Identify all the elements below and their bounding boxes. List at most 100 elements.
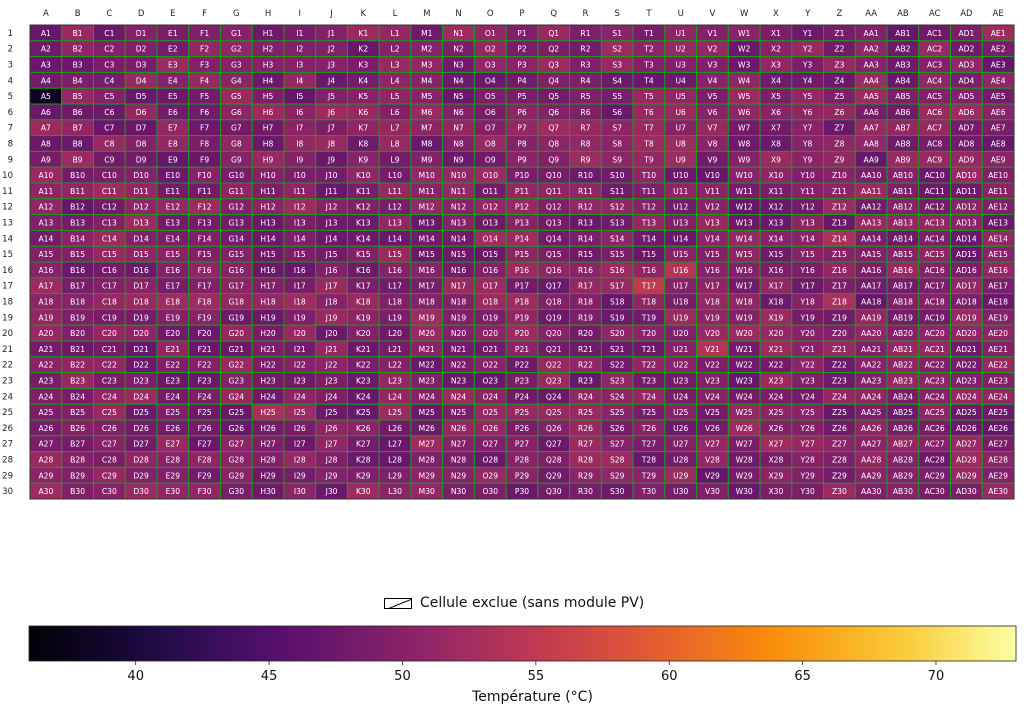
cell-label: AC14: [925, 234, 945, 243]
cell-label: K22: [356, 361, 371, 370]
cell-label: D28: [133, 456, 149, 465]
cell-label: AE24: [988, 392, 1008, 401]
cell-label: M23: [419, 377, 435, 386]
cell-label: J17: [325, 282, 338, 291]
cell-label: N8: [453, 140, 464, 149]
cell-label: I13: [294, 219, 306, 228]
cell-label: W17: [736, 282, 753, 291]
cell-label: E6: [168, 108, 178, 117]
cell-label: M15: [419, 250, 435, 259]
cell-label: E28: [166, 456, 181, 465]
cell-label: H1: [263, 29, 274, 38]
cell-label: W5: [738, 92, 751, 101]
cell-label: V10: [705, 171, 720, 180]
cell-label: D22: [133, 361, 149, 370]
cell-label: AD9: [958, 155, 974, 164]
cell-label: AD22: [956, 361, 977, 370]
cell-label: A17: [38, 282, 53, 291]
cell-label: L12: [388, 203, 402, 212]
cell-label: AB18: [893, 298, 913, 307]
cell-label: F17: [198, 282, 212, 291]
cell-label: T16: [641, 266, 656, 275]
cell-label: X22: [768, 361, 783, 370]
cell-label: F16: [198, 266, 212, 275]
cell-label: T6: [643, 108, 654, 117]
cell-label: V17: [705, 282, 720, 291]
cell-label: AB8: [895, 140, 910, 149]
row-label: 26: [2, 424, 13, 434]
cell-label: AE16: [988, 266, 1008, 275]
cell-label: K19: [356, 313, 371, 322]
cell-label: P21: [515, 345, 529, 354]
cell-label: AB6: [895, 108, 910, 117]
cell-label: L24: [388, 392, 402, 401]
cell-label: Y30: [800, 487, 815, 496]
cell-label: Y28: [800, 456, 815, 465]
cell-label: V22: [705, 361, 720, 370]
cell-label: I25: [294, 408, 306, 417]
cell-label: E27: [166, 440, 181, 449]
cell-label: AE26: [988, 424, 1008, 433]
cell-label: D11: [133, 187, 149, 196]
cell-label: S28: [610, 456, 625, 465]
cell-label: I1: [296, 29, 303, 38]
cell-label: T25: [641, 408, 656, 417]
cell-label: AD17: [956, 282, 977, 291]
cell-label: I6: [296, 108, 303, 117]
cell-label: P24: [515, 392, 529, 401]
cell-label: O5: [485, 92, 496, 101]
cell-label: C23: [102, 377, 117, 386]
column-label: X: [773, 9, 779, 19]
cell-label: F30: [198, 487, 212, 496]
cell-label: Q14: [546, 234, 562, 243]
cell-label: K20: [356, 329, 371, 338]
cell-label: B5: [73, 92, 83, 101]
cell-label: O4: [485, 76, 496, 85]
cell-label: U24: [673, 392, 688, 401]
column-label: S: [615, 9, 620, 19]
cell-label: I19: [294, 313, 306, 322]
cell-label: E17: [166, 282, 181, 291]
cell-label: N29: [451, 471, 467, 480]
cell-label: T20: [641, 329, 656, 338]
column-label: J: [329, 9, 333, 19]
cell-label: T1: [643, 29, 654, 38]
cell-label: C24: [102, 392, 117, 401]
cell-label: AA1: [863, 29, 879, 38]
cell-label: J5: [327, 92, 335, 101]
cell-label: P23: [515, 377, 529, 386]
colorbar: 40 45 50 55 60 65 70 Température (°C): [28, 625, 1017, 705]
cell-label: O3: [485, 61, 496, 70]
cell-label: Y18: [800, 298, 815, 307]
cell-label: B22: [70, 361, 85, 370]
column-label: T: [645, 9, 652, 19]
cell-label: X6: [771, 108, 781, 117]
cell-label: K1: [358, 29, 368, 38]
cell-label: Q27: [546, 440, 562, 449]
cell-label: M24: [419, 392, 435, 401]
cell-label: B23: [70, 377, 85, 386]
cell-label: AB9: [895, 155, 910, 164]
row-label: 23: [2, 377, 13, 387]
cell-label: T12: [641, 203, 656, 212]
cell-label: A18: [38, 298, 53, 307]
cell-label: Z13: [832, 219, 847, 228]
cell-label: B13: [70, 219, 85, 228]
cell-label: AD27: [956, 440, 977, 449]
cell-label: AB29: [893, 471, 913, 480]
cell-label: AE29: [988, 471, 1008, 480]
cell-label: O1: [485, 29, 496, 38]
cell-label: Z14: [832, 234, 847, 243]
column-label: AA: [865, 9, 877, 19]
cell-label: Z8: [834, 140, 844, 149]
cell-label: B1: [73, 29, 83, 38]
cell-label: D29: [133, 471, 149, 480]
cell-label: Q5: [548, 92, 559, 101]
cell-label: R22: [578, 361, 593, 370]
cell-label: R29: [578, 471, 593, 480]
cell-label: H23: [260, 377, 276, 386]
cell-label: V1: [707, 29, 717, 38]
cell-label: S22: [610, 361, 625, 370]
cell-label: S16: [610, 266, 625, 275]
cell-label: T13: [641, 219, 656, 228]
